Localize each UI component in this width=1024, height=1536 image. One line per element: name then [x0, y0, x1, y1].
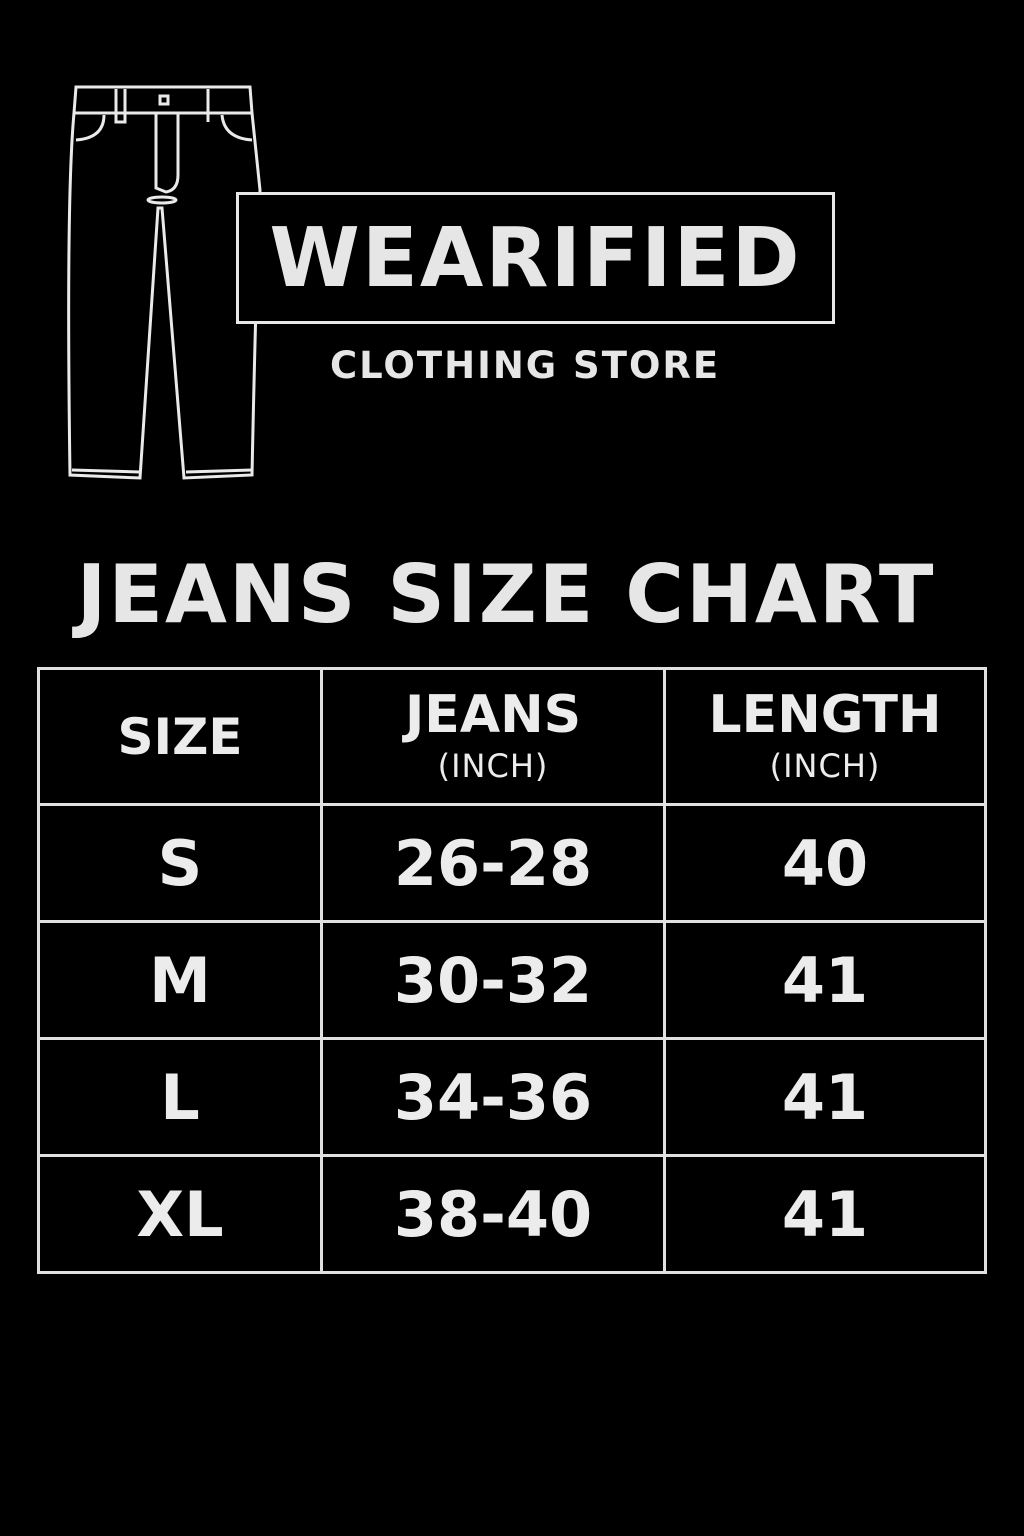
table-header-row: SIZE JEANS (INCH) LENGTH (INCH) [37, 667, 987, 806]
cell-jeans: 38-40 [320, 1154, 666, 1274]
header-length: LENGTH (INCH) [663, 667, 987, 806]
cell-length: 40 [663, 803, 987, 923]
cell-jeans: 34-36 [320, 1037, 666, 1157]
cell-length: 41 [663, 1037, 987, 1157]
cell-jeans: 30-32 [320, 920, 666, 1040]
cell-size: S [37, 803, 323, 923]
cell-size: M [37, 920, 323, 1040]
table-row: M 30-32 41 [37, 920, 987, 1040]
table-row: S 26-28 40 [37, 803, 987, 923]
cell-jeans: 26-28 [320, 803, 666, 923]
cell-length: 41 [663, 920, 987, 1040]
header-label: LENGTH [708, 684, 942, 745]
header-unit: (INCH) [769, 746, 881, 785]
table-row: XL 38-40 41 [37, 1154, 987, 1274]
page-title: JEANS SIZE CHART [76, 548, 936, 641]
size-chart-table: SIZE JEANS (INCH) LENGTH (INCH) S 26-28 40 M… [37, 667, 987, 1274]
brand-name: WEARIFIED [269, 210, 802, 306]
table-row: L 34-36 41 [37, 1037, 987, 1157]
cell-size: L [37, 1037, 323, 1157]
cell-length: 41 [663, 1154, 987, 1274]
header-unit: (INCH) [437, 746, 549, 785]
brand-logo-box: WEARIFIED [236, 192, 835, 324]
brand-tagline: CLOTHING STORE [330, 344, 721, 387]
cell-size: XL [37, 1154, 323, 1274]
header-label: SIZE [117, 707, 243, 766]
header-size: SIZE [37, 667, 323, 806]
header-jeans: JEANS (INCH) [320, 667, 666, 806]
header-label: JEANS [404, 684, 582, 745]
